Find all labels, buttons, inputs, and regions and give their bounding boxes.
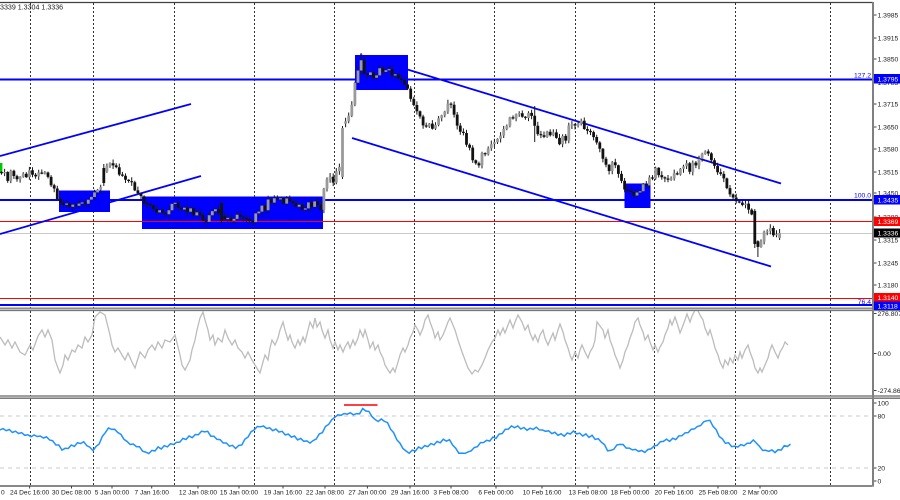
svg-text:27 Jan 00:00: 27 Jan 00:00 xyxy=(348,490,386,497)
svg-text:1.3715: 1.3715 xyxy=(878,102,899,109)
svg-text:100: 100 xyxy=(878,401,890,408)
svg-text:0.00: 0.00 xyxy=(878,351,891,358)
svg-text:20 Feb 16:00: 20 Feb 16:00 xyxy=(655,490,694,497)
svg-text:2 Mar 00:00: 2 Mar 00:00 xyxy=(742,490,778,497)
svg-text:1.3245: 1.3245 xyxy=(878,261,899,268)
svg-text:12 Jan 08:00: 12 Jan 08:00 xyxy=(179,490,217,497)
svg-text:18 Feb 00:00: 18 Feb 00:00 xyxy=(611,490,650,497)
svg-text:76.4: 76.4 xyxy=(858,299,871,306)
svg-text:1.3915: 1.3915 xyxy=(878,36,899,43)
svg-text:5 Jan 00:00: 5 Jan 00:00 xyxy=(95,490,130,497)
svg-text:7 Jan 16:00: 7 Jan 16:00 xyxy=(134,490,169,497)
svg-text:1.3435: 1.3435 xyxy=(878,197,899,204)
svg-text:29 Jan 16:00: 29 Jan 16:00 xyxy=(391,490,429,497)
svg-text:1.3985: 1.3985 xyxy=(878,13,899,20)
svg-text:1.3795: 1.3795 xyxy=(878,76,899,83)
svg-text:1.3450: 1.3450 xyxy=(878,191,899,198)
svg-text:-274.865: -274.865 xyxy=(878,388,900,395)
svg-text:127.2: 127.2 xyxy=(854,73,871,80)
svg-text:6 Feb 00:00: 6 Feb 00:00 xyxy=(478,490,514,497)
svg-text:15 Jan 00:00: 15 Jan 00:00 xyxy=(220,490,258,497)
svg-text:276.8074: 276.8074 xyxy=(878,311,900,318)
svg-text:1.3315: 1.3315 xyxy=(878,238,899,245)
svg-text:1.3180: 1.3180 xyxy=(878,283,899,290)
svg-text:13 Feb 08:00: 13 Feb 08:00 xyxy=(569,490,608,497)
svg-text:1.3336: 1.3336 xyxy=(878,231,899,238)
svg-text:1.3515: 1.3515 xyxy=(878,170,899,177)
svg-text:1.3850: 1.3850 xyxy=(878,57,899,64)
svg-text:10 Feb 16:00: 10 Feb 16:00 xyxy=(523,490,562,497)
svg-text:20: 20 xyxy=(878,466,886,473)
svg-text:1.3580: 1.3580 xyxy=(878,147,899,154)
svg-text:25 Feb 08:00: 25 Feb 08:00 xyxy=(699,490,738,497)
svg-text:1.3650: 1.3650 xyxy=(878,125,899,132)
svg-text:0: 0 xyxy=(1,490,5,497)
svg-text:100.0: 100.0 xyxy=(854,193,871,200)
svg-text:1.3369: 1.3369 xyxy=(878,219,899,226)
svg-text:30 Dec 08:00: 30 Dec 08:00 xyxy=(52,490,92,497)
svg-text:0: 0 xyxy=(878,479,882,486)
svg-text:3339 1.3304 1.3336: 3339 1.3304 1.3336 xyxy=(0,4,63,12)
svg-text:80: 80 xyxy=(878,414,886,421)
svg-text:24 Dec 16:00: 24 Dec 16:00 xyxy=(10,490,50,497)
svg-text:22 Jan 08:00: 22 Jan 08:00 xyxy=(306,490,344,497)
svg-text:3 Feb 08:00: 3 Feb 08:00 xyxy=(433,490,469,497)
svg-text:1.3118: 1.3118 xyxy=(878,303,899,310)
svg-text:1.3140: 1.3140 xyxy=(878,295,899,302)
svg-text:19 Jan 16:00: 19 Jan 16:00 xyxy=(264,490,302,497)
